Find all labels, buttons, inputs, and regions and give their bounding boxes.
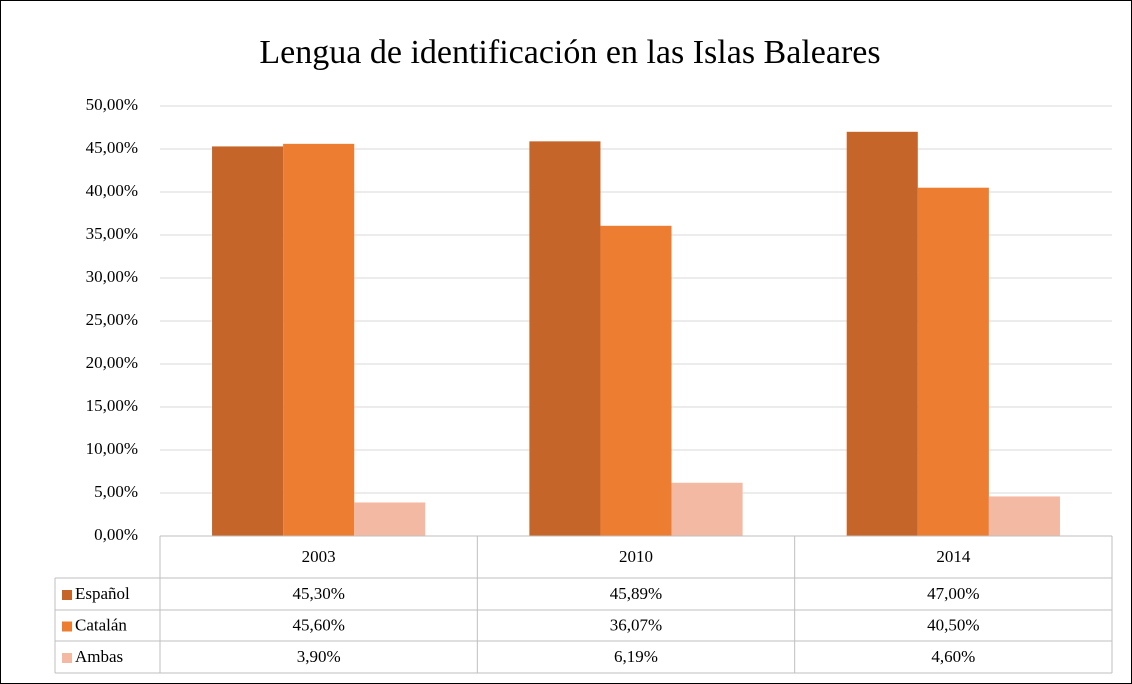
legend-label: Ambas	[75, 647, 123, 666]
y-tick-label: 35,00%	[86, 224, 138, 243]
bar	[988, 496, 1060, 536]
data-table-cell: 40,50%	[927, 615, 979, 634]
legend-key	[62, 621, 72, 632]
legend-label: Español	[75, 584, 130, 603]
bar	[283, 143, 355, 536]
y-tick-label: 10,00%	[86, 439, 138, 458]
legend-key	[62, 653, 72, 663]
y-tick-label: 20,00%	[86, 353, 138, 372]
y-tick-label: 0,00%	[94, 525, 138, 544]
data-table-cell: 45,30%	[292, 584, 344, 603]
data-table-cell: 3,90%	[297, 647, 341, 666]
bar	[671, 482, 743, 536]
y-tick-label: 30,00%	[86, 267, 138, 286]
x-tick-label: 2014	[936, 547, 971, 566]
y-tick-label: 5,00%	[94, 482, 138, 501]
y-tick-label: 45,00%	[86, 138, 138, 157]
y-tick-label: 50,00%	[86, 95, 138, 114]
x-tick-label: 2010	[619, 547, 653, 566]
data-table-cell: 4,60%	[931, 647, 975, 666]
data-table-cell: 45,60%	[292, 615, 344, 634]
data-table-cell: 36,07%	[610, 615, 662, 634]
data-table-cell: 45,89%	[610, 584, 662, 603]
data-table-cell: 6,19%	[614, 647, 658, 666]
bar	[212, 146, 284, 537]
bar	[917, 187, 989, 536]
chart-title: Lengua de identificación en las Islas Ba…	[259, 34, 880, 71]
bar	[846, 131, 918, 537]
y-tick-label: 40,00%	[86, 181, 138, 200]
y-tick-label: 15,00%	[86, 396, 138, 415]
legend-key	[62, 590, 72, 600]
bar	[354, 502, 426, 536]
y-tick-label: 25,00%	[86, 310, 138, 329]
bar	[600, 225, 672, 536]
bar	[529, 141, 601, 536]
x-tick-label: 2003	[302, 547, 336, 566]
data-table-cell: 47,00%	[927, 584, 979, 603]
legend-label: Catalán	[75, 615, 127, 634]
